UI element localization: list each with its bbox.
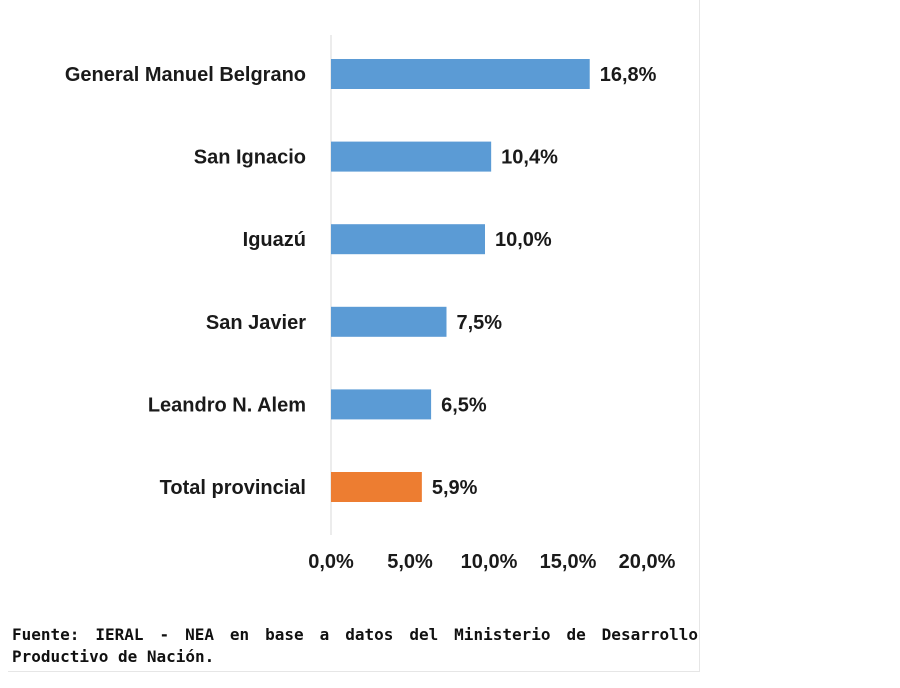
category-label-san-javier: San Javier [206, 312, 306, 334]
bar-iguazu [331, 224, 485, 255]
x-tick-label: 20,0% [619, 551, 676, 573]
bar-total-provincial [331, 472, 422, 502]
value-label-total-provincial: 5,9% [432, 477, 478, 499]
x-axis-tick-labels: 0,0% 5,0% 10,0% 15,0% 20,0% [308, 551, 675, 573]
x-tick-label: 10,0% [461, 551, 518, 573]
value-label-san-ignacio: 10,4% [501, 147, 558, 169]
source-note: Fuente: IERAL - NEA en base a datos del … [12, 625, 698, 666]
x-tick-label: 0,0% [308, 551, 354, 573]
category-label-iguazu: Iguazú [243, 229, 306, 251]
bar-general-manuel-belgrano [331, 59, 590, 89]
bars-group [331, 59, 590, 502]
chart-frame [8, 0, 700, 672]
bar-leandro-n-alem [331, 389, 432, 420]
category-label-total-provincial: Total provincial [160, 477, 306, 499]
value-label-san-javier: 7,5% [457, 312, 503, 334]
x-tick-label: 5,0% [387, 551, 433, 573]
value-labels: 16,8% 10,4% 10,0% 7,5% 6,5% 5,9% [432, 64, 657, 499]
value-label-iguazu: 10,0% [495, 229, 552, 251]
category-label-general-manuel-belgrano: General Manuel Belgrano [65, 64, 306, 86]
value-label-general-manuel-belgrano: 16,8% [600, 64, 657, 86]
x-tick-label: 15,0% [540, 551, 597, 573]
bar-san-javier [331, 306, 447, 337]
bar-san-ignacio [331, 141, 492, 172]
category-labels: General Manuel Belgrano San Ignacio Iguazú… [65, 64, 306, 499]
value-label-leandro-n-alem: 6,5% [441, 394, 487, 416]
bar-chart: General Manuel Belgrano San Ignacio Iguazú… [65, 35, 676, 573]
category-label-san-ignacio: San Ignacio [194, 147, 306, 169]
category-label-leandro-n-alem: Leandro N. Alem [148, 394, 306, 416]
